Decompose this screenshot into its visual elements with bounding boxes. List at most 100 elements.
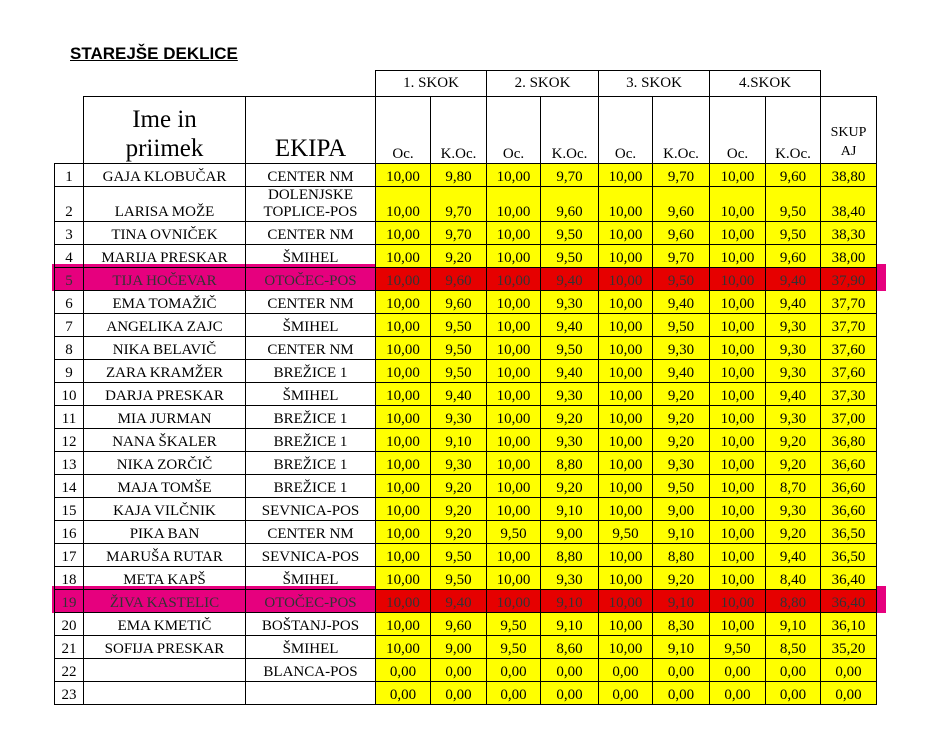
rank: 15 [54, 497, 84, 521]
rank: 14 [54, 474, 84, 498]
score: 10,00 [375, 186, 431, 222]
score: 10,00 [709, 543, 766, 567]
score: 10,00 [375, 428, 431, 452]
athlete-name: NIKA BELAVIČ [83, 336, 246, 360]
score: 9,30 [430, 451, 487, 475]
team: SEVNICA-POS [245, 543, 376, 567]
score: 9,70 [652, 244, 710, 268]
total: 36,50 [820, 543, 877, 567]
athlete-name: EMA TOMAŽIČ [83, 290, 246, 314]
score: 9,60 [430, 612, 487, 636]
data-row: 8 NIKA BELAVIČ CENTER NM 10,00 9,50 10,00 9,50… [54, 336, 877, 360]
rank: 13 [54, 451, 84, 475]
score: 10,00 [598, 267, 653, 291]
rank: 16 [54, 520, 84, 544]
data-row: 23 0,00 0,00 0,00 0,00 0,00 0,00 0,00 0,00 0,00 [54, 681, 877, 705]
team: ŠMIHEL [245, 313, 376, 337]
team: SEVNICA-POS [245, 497, 376, 521]
team: BREŽICE 1 [245, 474, 376, 498]
score: 9,10 [652, 589, 710, 613]
team-header: EKIPA [245, 96, 376, 164]
team: ŠMIHEL [245, 382, 376, 406]
sub-header: K.Oc. [540, 96, 599, 164]
score: 9,20 [652, 566, 710, 590]
score: 9,30 [652, 336, 710, 360]
data-row: 20 EMA KMETIČ BOŠTANJ-POS 10,00 9,60 9,50 9,10… [54, 612, 877, 636]
score: 0,00 [430, 658, 487, 682]
score: 9,20 [652, 382, 710, 406]
score: 10,00 [598, 221, 653, 245]
athlete-name: NIKA ZORČIČ [83, 451, 246, 475]
score: 9,20 [430, 244, 487, 268]
score: 10,00 [709, 612, 766, 636]
total-header: SKUP AJ [820, 96, 877, 164]
athlete-name: ANGELIKA ZAJC [83, 313, 246, 337]
athlete-name [83, 658, 246, 682]
score: 10,00 [709, 520, 766, 544]
score: 9,60 [765, 163, 821, 187]
score: 10,00 [375, 313, 431, 337]
score: 9,50 [652, 313, 710, 337]
blank-cell [55, 71, 84, 97]
score: 10,00 [375, 451, 431, 475]
rank: 20 [54, 612, 84, 636]
score: 10,00 [709, 163, 766, 187]
team: BREŽICE 1 [245, 359, 376, 383]
score: 9,50 [709, 635, 766, 659]
score: 9,50 [430, 566, 487, 590]
score: 9,50 [765, 221, 821, 245]
score: 9,50 [430, 336, 487, 360]
score: 10,00 [486, 359, 541, 383]
header-row: Ime in priimek EKIPA Oc. K.Oc. Oc. K.Oc. Oc. K.… [55, 96, 877, 164]
score: 9,20 [430, 474, 487, 498]
score: 10,00 [598, 290, 653, 314]
score: 9,10 [652, 520, 710, 544]
rank: 21 [54, 635, 84, 659]
score: 10,00 [709, 474, 766, 498]
score: 9,10 [430, 428, 487, 452]
score: 10,00 [709, 428, 766, 452]
score: 10,00 [375, 382, 431, 406]
team: CENTER NM [245, 520, 376, 544]
score: 10,00 [375, 635, 431, 659]
data-row: 6 EMA TOMAŽIČ CENTER NM 10,00 9,60 10,00 9,30 1… [54, 290, 877, 314]
total: 38,30 [820, 221, 877, 245]
score: 9,70 [430, 186, 487, 222]
rank: 17 [54, 543, 84, 567]
score: 10,00 [375, 520, 431, 544]
score: 10,00 [598, 244, 653, 268]
data-row: 1 GAJA KLOBUČAR CENTER NM 10,00 9,80 10,00 9,7… [54, 163, 877, 187]
score: 10,00 [598, 451, 653, 475]
score: 10,00 [709, 497, 766, 521]
athlete-name: KAJA VILČNIK [83, 497, 246, 521]
rank: 10 [54, 382, 84, 406]
score: 0,00 [430, 681, 487, 705]
blank-cell [246, 71, 376, 97]
score: 0,00 [540, 681, 599, 705]
score: 10,00 [486, 244, 541, 268]
total: 38,80 [820, 163, 877, 187]
score: 9,10 [540, 497, 599, 521]
score: 9,50 [430, 359, 487, 383]
score: 0,00 [709, 658, 766, 682]
sub-header: Oc. [375, 96, 431, 164]
jump-header: 1. SKOK [375, 70, 487, 97]
data-row: 10 DARJA PRESKAR ŠMIHEL 10,00 9,40 10,00 9,30 1… [54, 382, 877, 406]
team: BREŽICE 1 [245, 451, 376, 475]
score: 10,00 [709, 290, 766, 314]
data-row: 11 MIA JURMAN BREŽICE 1 10,00 9,30 10,00 9,20 1… [54, 405, 877, 429]
sub-header: Oc. [486, 96, 541, 164]
score: 9,40 [430, 589, 487, 613]
rank: 19 [54, 589, 84, 613]
score: 9,70 [540, 163, 599, 187]
score: 9,40 [540, 313, 599, 337]
score: 9,40 [765, 267, 821, 291]
athlete-name: GAJA KLOBUČAR [83, 163, 246, 187]
score: 9,40 [430, 382, 487, 406]
data-row: 21 SOFIJA PRESKAR ŠMIHEL 10,00 9,00 9,50 8,60 1… [54, 635, 877, 659]
score: 9,40 [765, 543, 821, 567]
score: 10,00 [375, 474, 431, 498]
score: 10,00 [486, 589, 541, 613]
sub-header: Oc. [598, 96, 653, 164]
data-row: 13 NIKA ZORČIČ BREŽICE 1 10,00 9,30 10,00 8,80… [54, 451, 877, 475]
